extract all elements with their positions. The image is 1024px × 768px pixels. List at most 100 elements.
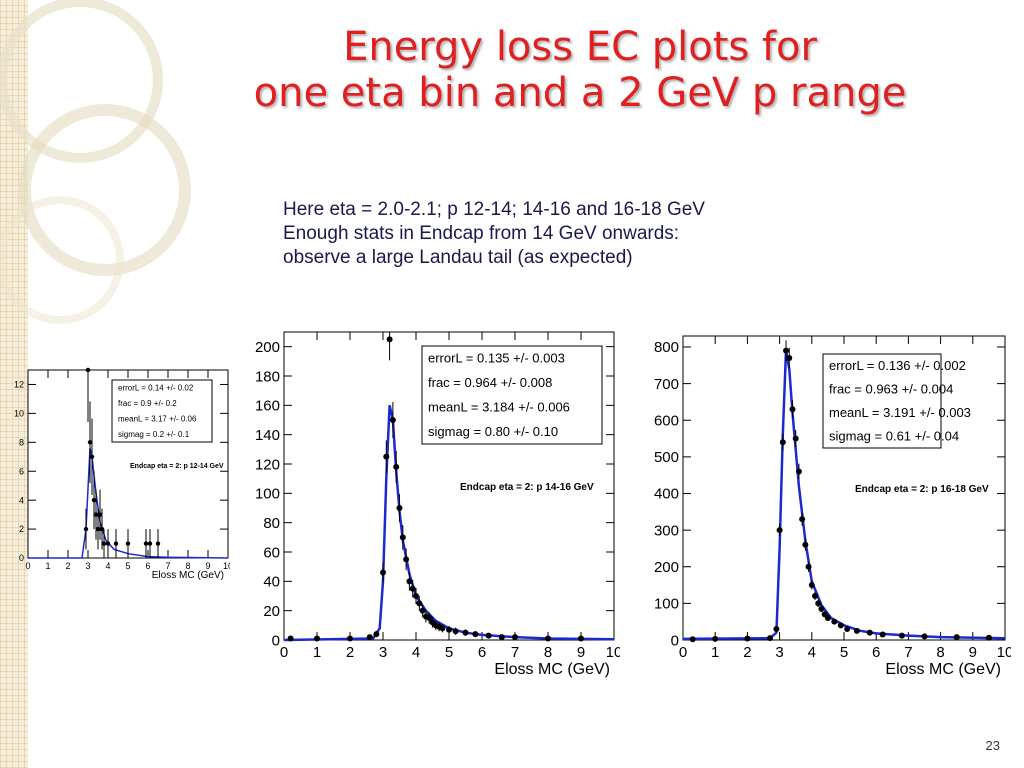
plot-annotation: Endcap eta = 2: p 16-18 GeV [855, 484, 989, 495]
stats-box [111, 379, 213, 443]
data-point [91, 497, 97, 503]
data-point [87, 440, 93, 445]
x-tick-label: 0 [25, 561, 30, 571]
y-tick-label: 400 [654, 486, 679, 503]
description-line-3: observe a large Landau tail (as expected… [283, 247, 633, 268]
data-point [898, 632, 905, 639]
x-tick-label: 3 [775, 644, 783, 661]
data-point [824, 615, 831, 622]
data-point [485, 632, 492, 639]
data-point [689, 636, 696, 643]
x-tick-label: 1 [711, 644, 719, 661]
data-point [744, 635, 751, 642]
y-tick-label: 200 [654, 559, 679, 576]
data-point [498, 634, 505, 641]
x-tick-label: 4 [808, 644, 816, 661]
plot-p14-16-svg: 0 1 2 3 4 5 6 7 8 9 10020406080100120140160180200E… [255, 331, 620, 678]
x-tick-label: 2 [65, 561, 70, 571]
data-point [396, 505, 403, 511]
x-tick-label: 9 [577, 644, 585, 661]
data-point [287, 635, 294, 642]
x-axis-label: Eloss MC (GeV) [885, 661, 1001, 678]
data-point [393, 463, 400, 470]
data-point [439, 625, 446, 632]
data-point [125, 541, 131, 546]
y-tick-label: 10 [14, 409, 24, 419]
x-tick-label: 9 [205, 561, 210, 571]
stats-entry: sigmag = 0.80 +/- 0.10 [428, 424, 558, 439]
y-tick-label: 100 [255, 486, 280, 503]
stats-entry: sigmag = 0.61 +/- 0.04 [829, 428, 959, 443]
data-point [416, 600, 423, 607]
data-point [314, 635, 320, 642]
stats-box [822, 353, 942, 449]
data-point [386, 336, 393, 343]
x-tick-label: 8 [936, 644, 944, 661]
description-line-2: Enough stats in Endcap from 14 GeV onwar… [283, 223, 680, 244]
data-point [766, 635, 773, 642]
data-point [89, 454, 95, 459]
data-point [472, 631, 479, 638]
data-point [776, 527, 783, 534]
data-point [789, 406, 796, 413]
data-point [837, 622, 844, 629]
x-tick-label: 2 [346, 644, 354, 661]
description-line-1: Here eta = 2.0-2.1; p 12-14; 14-16 and 1… [283, 199, 705, 220]
data-point [853, 627, 860, 634]
x-tick-label: 10 [606, 644, 620, 661]
data-point [155, 541, 161, 546]
x-tick-label: 4 [412, 644, 420, 661]
y-tick-label: 140 [255, 427, 280, 444]
plot-p16-18: 0 1 2 3 4 5 6 7 8 9 10 0 100 200 300 400 500 600 700 800 Elo… [643, 330, 1011, 688]
x-tick-label: 5 [445, 644, 453, 661]
data-point [786, 354, 793, 361]
data-point [808, 582, 815, 589]
data-point [99, 526, 105, 532]
plot-p14-16: 0 1 2 3 4 5 6 7 8 9 10 0 20 40 60 80 100 120 140 160 180 200 E… [240, 326, 620, 688]
data-point [83, 526, 89, 532]
data-point [97, 512, 103, 517]
data-point [373, 631, 380, 638]
data-point [406, 578, 413, 585]
x-tick-label: 8 [185, 561, 190, 571]
data-point [101, 541, 107, 546]
plot-annotation: Endcap eta = 2: p 12-14 GeV [130, 463, 224, 470]
y-tick-label: 200 [255, 339, 280, 356]
stats-entry: meanL = 3.17 +/- 0.06 [118, 415, 197, 424]
y-tick-label: 6 [19, 466, 24, 476]
stats-entry: frac = 0.9 +/- 0.2 [118, 399, 177, 408]
data-point [347, 635, 353, 642]
data-point [389, 417, 396, 423]
x-axis-label: Eloss MC (GeV) [152, 570, 224, 581]
data-point [452, 628, 459, 635]
data-point [792, 435, 799, 442]
plot-p12-14: 012345678910024681012Eloss MC (GeV)error… [2, 360, 230, 598]
x-tick-label: 5 [125, 561, 130, 571]
data-point [545, 635, 551, 642]
data-point [985, 634, 992, 641]
data-point [426, 615, 433, 621]
data-point [462, 629, 469, 636]
y-tick-label: 0 [671, 632, 679, 649]
data-point [779, 439, 786, 446]
data-point [413, 593, 419, 599]
x-tick-label: 6 [872, 644, 880, 661]
x-tick-label: 1 [313, 644, 321, 661]
data-point [383, 453, 390, 460]
data-point [866, 629, 873, 636]
x-tick-label: 7 [165, 561, 170, 571]
x-tick-label: 4 [105, 561, 110, 571]
slide-title-line-1: Energy loss EC plots for [343, 24, 817, 70]
x-axis-label: Eloss MC (GeV) [494, 661, 610, 678]
stats-entry: meanL = 3.191 +/- 0.003 [829, 405, 971, 420]
data-point [85, 367, 91, 373]
y-tick-label: 700 [654, 376, 679, 393]
y-tick-label: 180 [255, 368, 280, 385]
data-point [818, 605, 825, 612]
data-point [815, 600, 822, 607]
y-tick-label: 0 [272, 632, 280, 649]
plot-annotation: Endcap eta = 2: p 14-16 GeV [460, 482, 594, 493]
y-tick-label: 100 [654, 596, 679, 613]
x-tick-label: 0 [679, 644, 687, 661]
y-tick-label: 40 [263, 574, 280, 591]
